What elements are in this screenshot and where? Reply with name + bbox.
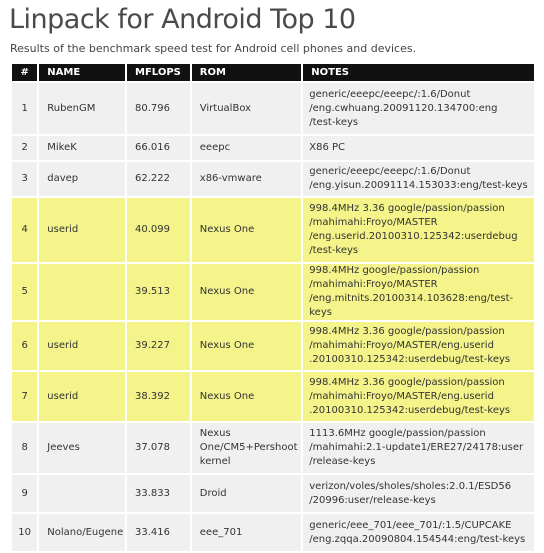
cell-rom: eee_701 (191, 514, 302, 551)
cell-name: Nolano/Eugene (39, 514, 126, 551)
cell-notes-line: 998.4MHz google/passion/passion (309, 265, 480, 276)
cell-notes: generic/eeepc/eeepc/:1.6/Donut/eng.cwhua… (303, 83, 534, 134)
table-row: 5 39.513 Nexus One 998.4MHz google/passion/… (12, 264, 534, 320)
cell-rank: 7 (12, 372, 38, 421)
cell-notes-line: /eng.yisun.20091114.153033:eng/test-keys (309, 180, 528, 191)
cell-notes-line: /eng.userid.20100310.125342:userdebug (309, 231, 518, 242)
cell-mflops: 39.513 (127, 264, 190, 320)
cell-notes-line: 998.4MHz 3.36 google/passion/passion (309, 376, 505, 388)
cell-rom: Droid (191, 475, 302, 512)
cell-notes: 1113.6MHz google/passion/passion/mahimah… (303, 423, 534, 473)
cell-rom: Nexus One (191, 198, 302, 262)
cell-notes: 998.4MHz 3.36 google/passion/passion/mah… (303, 322, 534, 370)
cell-mflops: 66.016 (127, 136, 190, 160)
cell-notes-line: .20100310.125342:userdebug/test-keys (309, 354, 511, 365)
cell-mflops: 40.099 (127, 198, 190, 262)
cell-notes-line: /eng.zqqa.20090804.154544:eng/test-keys (309, 533, 526, 545)
cell-notes-line: /mahimahi:Froyo/MASTER (309, 217, 438, 228)
cell-notes: generic/eee_701/eee_701/:1.5/CUPCAKE/eng… (303, 514, 534, 551)
cell-rom: Nexus One/CM5+Pershoot kernel (191, 423, 302, 473)
table-header-row: # NAME MFLOPS ROM NOTES (12, 64, 534, 81)
cell-name: MikeK (39, 136, 126, 160)
header-rank: # (12, 64, 38, 81)
table-row: 9 33.833 Droid verizon/voles/sholes/sholes:… (12, 475, 534, 512)
cell-name (39, 475, 126, 512)
cell-notes-line: 1113.6MHz google/passion/passion (309, 428, 486, 439)
cell-notes-line: .20100310.125342:userdebug/test-keys (309, 404, 511, 416)
cell-rank: 10 (12, 514, 38, 551)
header-mflops: MFLOPS (127, 64, 190, 81)
cell-notes-line: generic/eee_701/eee_701/:1.5/CUPCAKE (309, 519, 512, 531)
page-subtitle: Results of the benchmark speed test for … (10, 42, 417, 55)
cell-name: davep (39, 162, 126, 196)
cell-notes-line: /mahimahi:Froyo/MASTER (309, 279, 438, 290)
cell-notes-line: /mahimahi:2.1-update1/ERE27/24178:user (309, 442, 524, 453)
cell-name: userid (39, 198, 126, 262)
cell-notes-line: 998.4MHz 3.36 google/passion/passion (309, 203, 505, 214)
cell-notes-line: generic/eeepc/eeepc/:1.6/Donut (309, 88, 471, 100)
page-title: Linpack for Android Top 10 (9, 4, 356, 35)
table-row: 6 userid 39.227 Nexus One 998.4MHz 3.36 goog… (12, 322, 534, 370)
cell-rom-line: One/CM5+Pershoot (199, 442, 298, 453)
table-row: 7 userid 38.392 Nexus One 998.4MHz 3.36 goog… (12, 372, 534, 421)
cell-rank: 5 (12, 264, 38, 320)
cell-rom-line: kernel (199, 456, 231, 467)
cell-rank: 8 (12, 423, 38, 473)
cell-rank: 2 (12, 136, 38, 160)
cell-mflops: 39.227 (127, 322, 190, 370)
cell-notes-line: /mahimahi:Froyo/MASTER/eng.userid (309, 340, 494, 351)
cell-mflops: 37.078 (127, 423, 190, 473)
header-name: NAME (39, 64, 126, 81)
table-row: 1 RubenGM 80.796 VirtualBox generic/eeepc/ee… (12, 83, 534, 134)
header-rom: ROM (191, 64, 302, 81)
cell-notes-line: /mahimahi:Froyo/MASTER/eng.userid (309, 390, 494, 402)
cell-notes-line: /eng.mitnits.20100314.103628:eng/test-ke… (309, 293, 514, 318)
table-row: 4 userid 40.099 Nexus One 998.4MHz 3.36 goog… (12, 198, 534, 262)
cell-rom: eeepc (191, 136, 302, 160)
cell-rom: VirtualBox (191, 83, 302, 134)
cell-notes: 998.4MHz google/passion/passion/mahimahi… (303, 264, 534, 320)
cell-notes-line: verizon/voles/sholes/sholes:2.0.1/ESD56 (309, 480, 512, 492)
cell-notes: generic/eeepc/eeepc/:1.6/Donut/eng.yisun… (303, 162, 534, 196)
cell-rank: 4 (12, 198, 38, 262)
cell-mflops: 38.392 (127, 372, 190, 421)
cell-rank: 6 (12, 322, 38, 370)
cell-name: Jeeves (39, 423, 126, 473)
cell-rom-line: Nexus (199, 428, 231, 439)
cell-notes: 998.4MHz 3.36 google/passion/passion/mah… (303, 198, 534, 262)
cell-rom: x86-vmware (191, 162, 302, 196)
cell-name: RubenGM (39, 83, 126, 134)
table-row: 10 Nolano/Eugene 33.416 eee_701 generic/eee_… (12, 514, 534, 551)
cell-rank: 9 (12, 475, 38, 512)
cell-notes-line: X86 PC (309, 142, 346, 153)
cell-notes-line: /20996:user/release-keys (309, 494, 436, 506)
cell-mflops: 33.833 (127, 475, 190, 512)
cell-notes-line: /eng.cwhuang.20091120.134700:eng (309, 102, 498, 114)
cell-name: userid (39, 372, 126, 421)
cell-rank: 1 (12, 83, 38, 134)
cell-name: userid (39, 322, 126, 370)
table-row: 3 davep 62.222 x86-vmware generic/eeepc/eeep… (12, 162, 534, 196)
results-table: # NAME MFLOPS ROM NOTES 1 RubenGM 80.796 Vi… (10, 62, 536, 553)
cell-notes-line: generic/eeepc/eeepc/:1.6/Donut (309, 166, 471, 177)
cell-notes: X86 PC (303, 136, 534, 160)
cell-notes-line: /test-keys (309, 116, 359, 128)
cell-rank: 3 (12, 162, 38, 196)
header-notes: NOTES (303, 64, 534, 81)
cell-rom: Nexus One (191, 264, 302, 320)
cell-mflops: 62.222 (127, 162, 190, 196)
cell-notes-line: 998.4MHz 3.36 google/passion/passion (309, 326, 505, 337)
cell-notes: verizon/voles/sholes/sholes:2.0.1/ESD56 /… (303, 475, 534, 512)
cell-notes: 998.4MHz 3.36 google/passion/passion/mah… (303, 372, 534, 421)
cell-rom: Nexus One (191, 372, 302, 421)
cell-mflops: 33.416 (127, 514, 190, 551)
cell-rom: Nexus One (191, 322, 302, 370)
table-row: 8 Jeeves 37.078 Nexus One/CM5+Pershoot kernel… (12, 423, 534, 473)
cell-name (39, 264, 126, 320)
cell-mflops: 80.796 (127, 83, 190, 134)
cell-notes-line: /release-keys (309, 456, 376, 467)
cell-notes-line: /test-keys (309, 245, 359, 256)
table-row: 2 MikeK 66.016 eeepc X86 PC (12, 136, 534, 160)
